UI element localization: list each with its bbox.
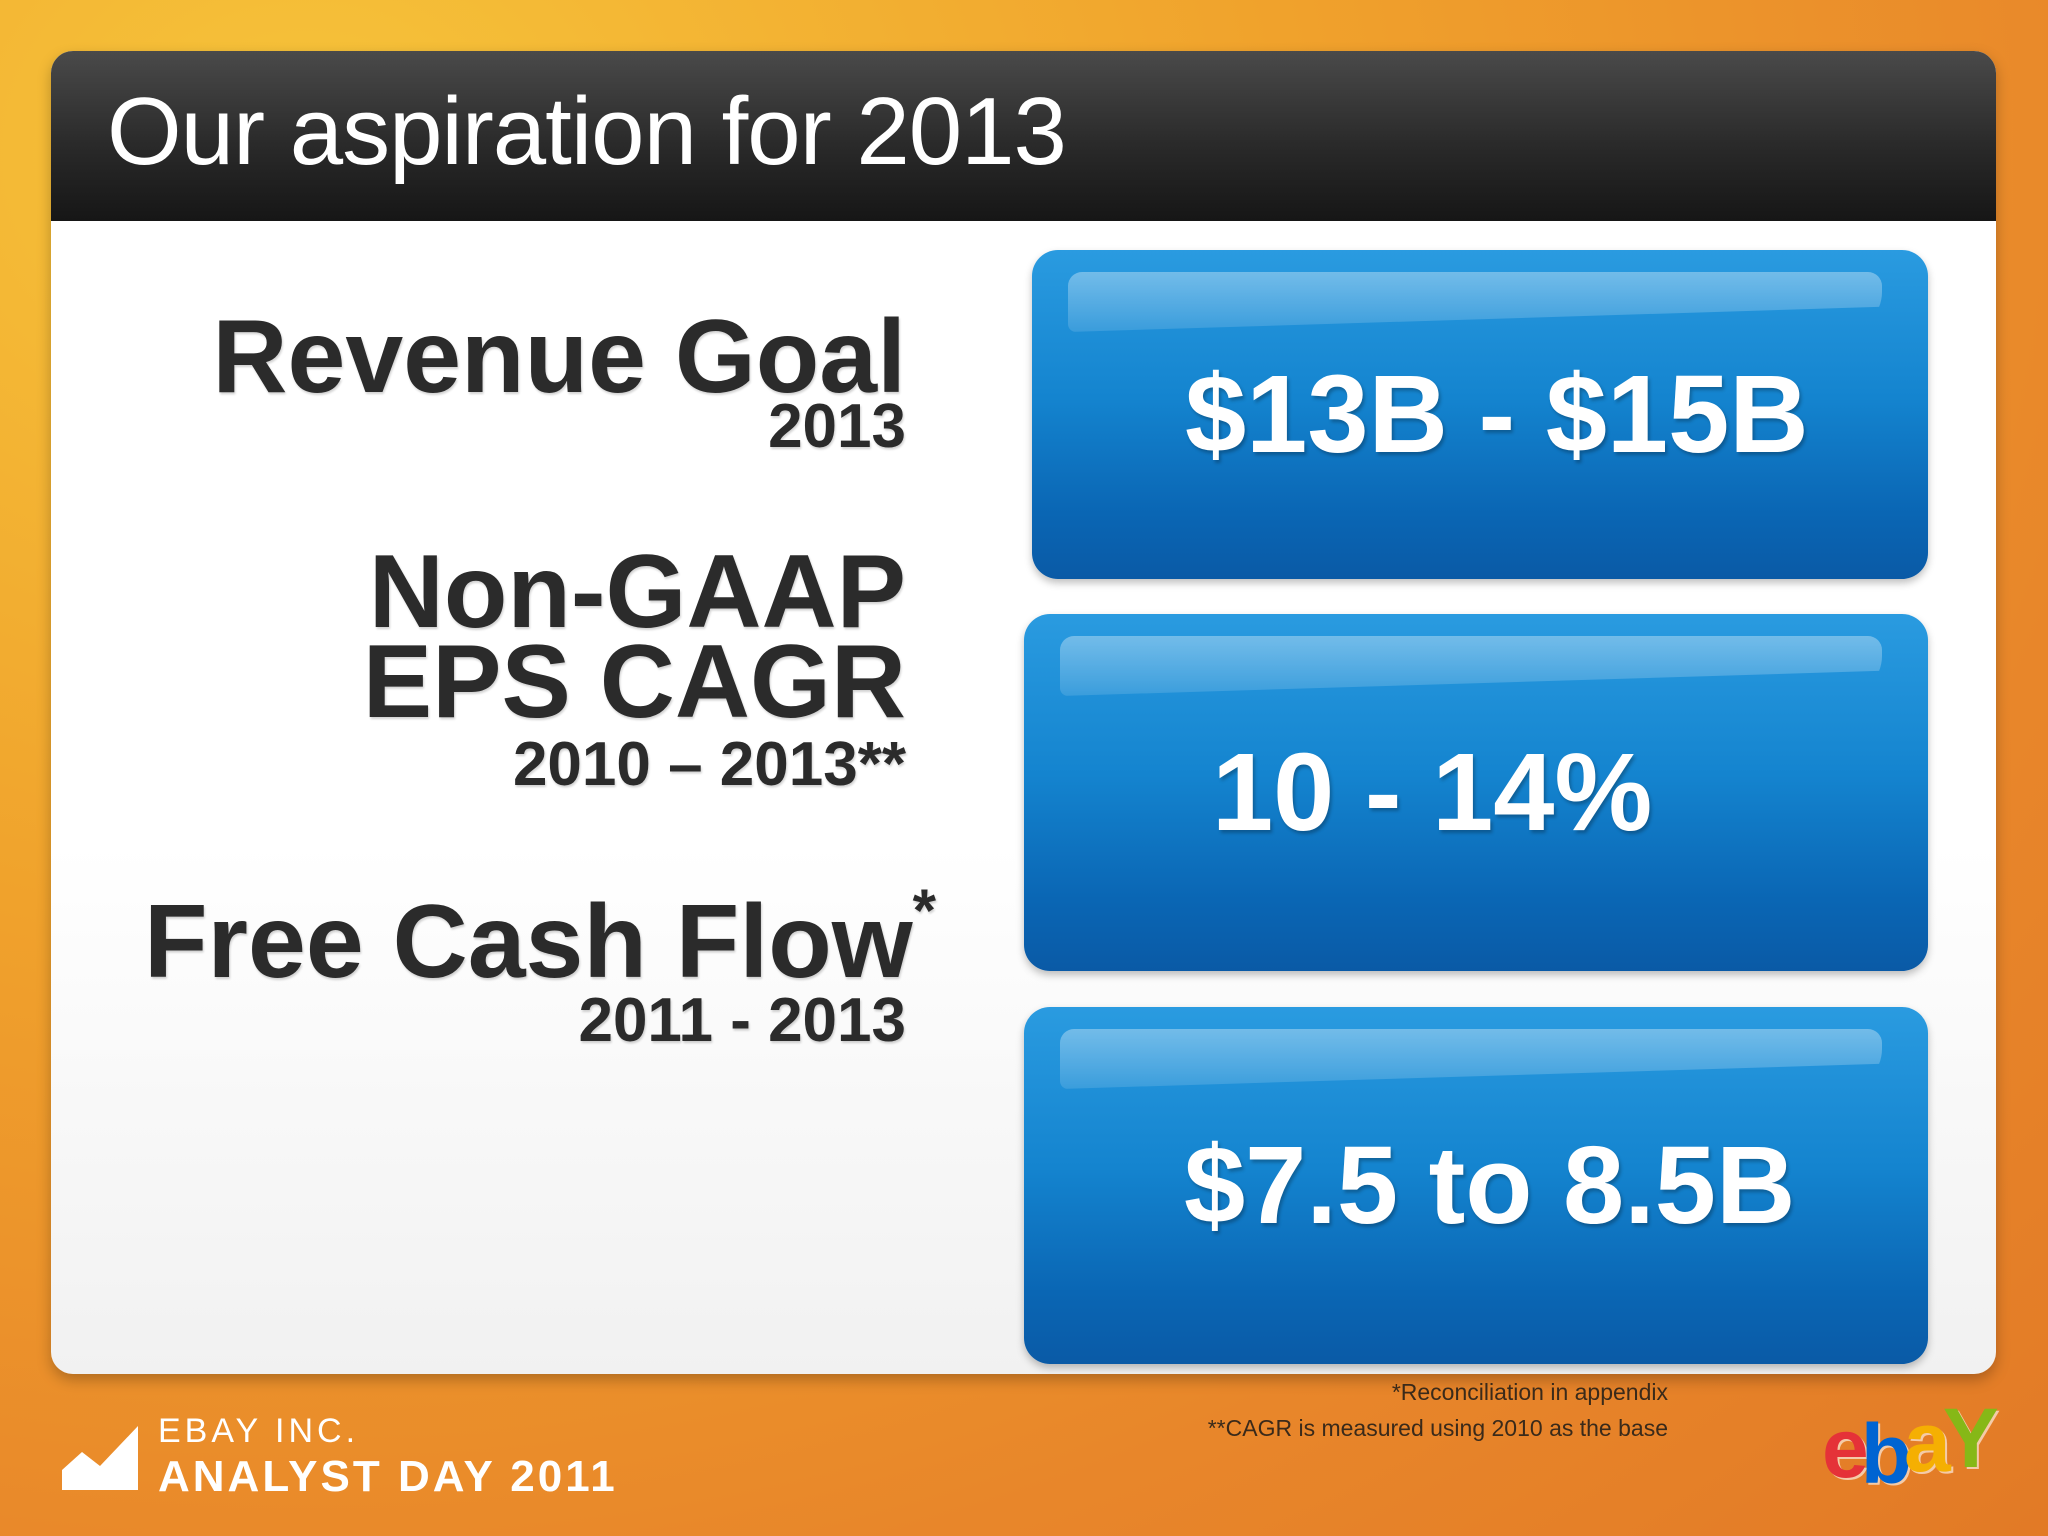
eps-cagr-label-line1: Non-GAAP	[368, 534, 906, 650]
chart-logo-icon	[62, 1426, 138, 1490]
slide-title: Our aspiration for 2013	[107, 78, 1067, 185]
eps-cagr-period: 2010 – 2013**	[512, 730, 906, 799]
ebay-logo-a: a	[1904, 1395, 1951, 1489]
brand-company: EBAY INC.	[158, 1412, 360, 1450]
analyst-day-branding: EBAY INC. ANALYST DAY 2011	[60, 1412, 660, 1501]
revenue-goal-value: $13B - $15B	[1185, 353, 1809, 476]
footnote-cagr: **CAGR is measured using 2010 as the bas…	[1207, 1415, 1668, 1441]
eps-cagr-label-line2: EPS CAGR	[362, 624, 906, 740]
revenue-goal-label: Revenue Goal	[212, 299, 906, 415]
free-cash-flow-period: 2011 - 2013	[578, 986, 906, 1055]
ebay-logo-e: e	[1822, 1401, 1869, 1495]
title-bar: Our aspiration for 2013	[51, 51, 1996, 221]
free-cash-flow-label: Free Cash Flow*	[144, 877, 936, 1004]
ebay-logo: ebaY	[1822, 1396, 2012, 1496]
free-cash-flow-value-box: $7.5 to 8.5B	[1024, 1007, 1928, 1364]
footnote-reconciliation: *Reconciliation in appendix	[1391, 1379, 1668, 1405]
ebay-logo-y: Y	[1942, 1391, 1999, 1485]
free-cash-flow-asterisk: *	[912, 877, 936, 945]
revenue-goal-period: 2013	[768, 392, 906, 461]
ebay-logo-b: b	[1860, 1407, 1912, 1501]
slide-card: Our aspiration for 2013 Revenue Goal 201…	[51, 51, 1996, 1374]
brand-event: ANALYST DAY 2011	[158, 1452, 618, 1501]
revenue-goal-value-box: $13B - $15B	[1032, 250, 1928, 579]
free-cash-flow-value: $7.5 to 8.5B	[1184, 1124, 1796, 1247]
eps-cagr-value-box: 10 - 14%	[1024, 614, 1928, 971]
eps-cagr-value: 10 - 14%	[1212, 731, 1653, 854]
free-cash-flow-label-text: Free Cash Flow	[144, 884, 913, 1000]
